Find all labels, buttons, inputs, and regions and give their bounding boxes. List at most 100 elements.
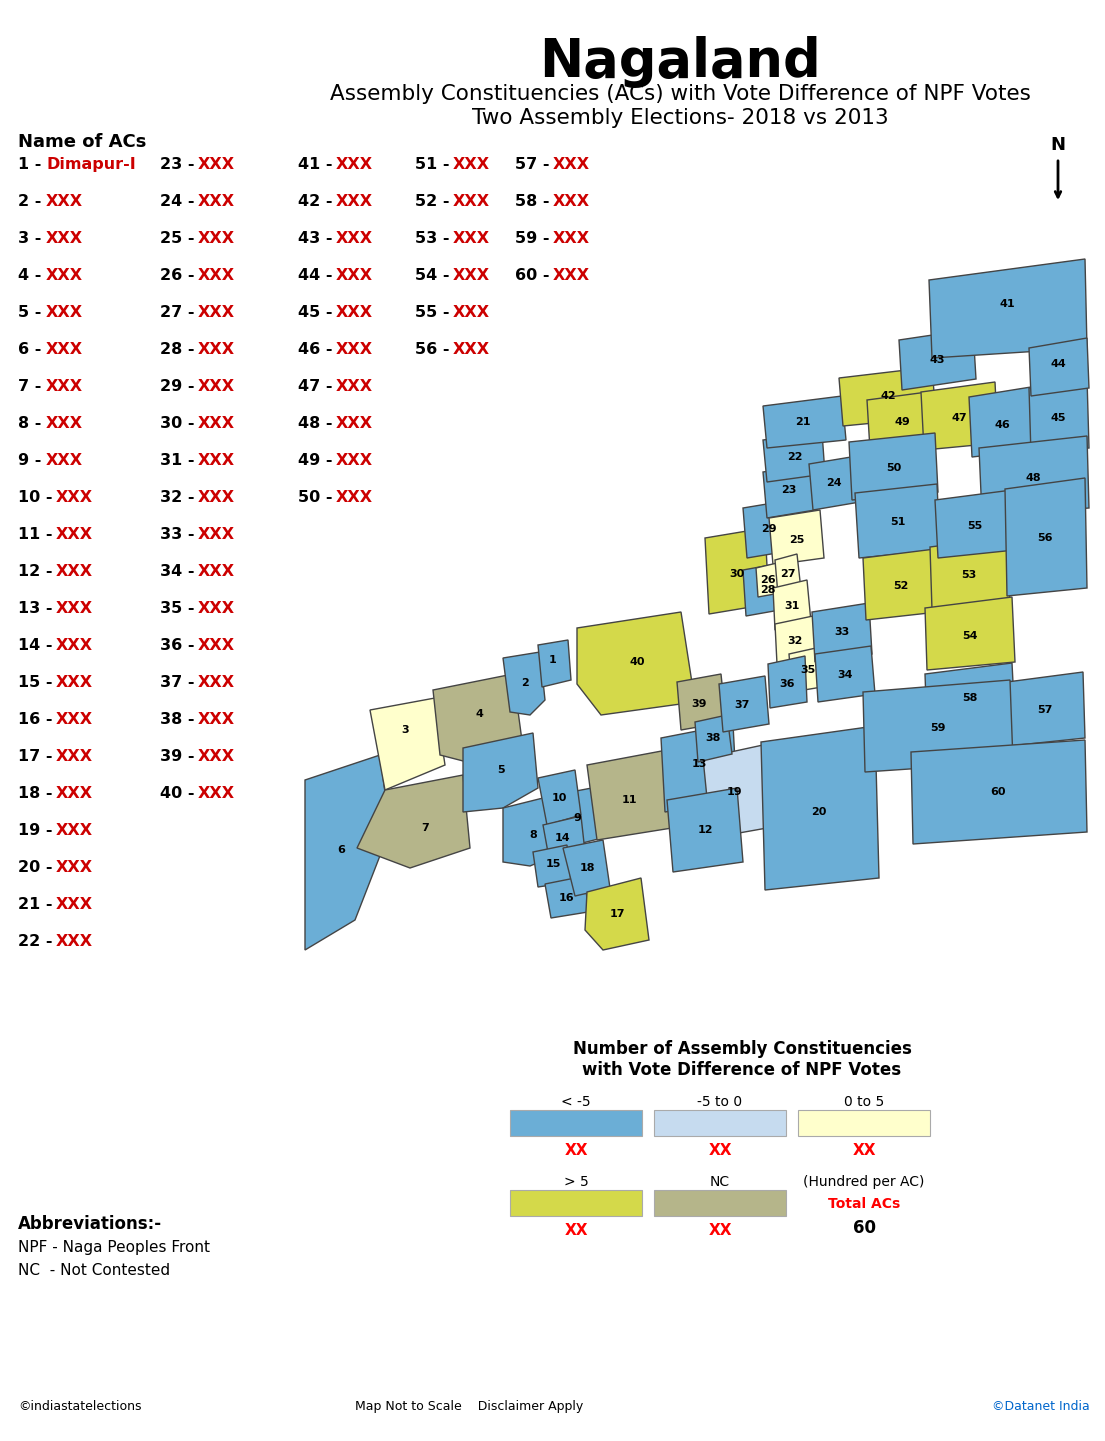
Text: 22: 22 — [787, 452, 802, 463]
Polygon shape — [839, 367, 936, 427]
Text: 6 -: 6 - — [18, 342, 48, 357]
Text: 36 -: 36 - — [160, 638, 200, 653]
Polygon shape — [911, 741, 1087, 844]
Polygon shape — [503, 651, 545, 715]
Polygon shape — [935, 490, 1015, 558]
Text: XXX: XXX — [46, 231, 83, 246]
Polygon shape — [812, 602, 872, 661]
Polygon shape — [585, 878, 649, 950]
Polygon shape — [775, 553, 801, 595]
Text: 24: 24 — [827, 478, 842, 488]
Text: 32 -: 32 - — [160, 490, 200, 504]
Text: 41: 41 — [999, 298, 1014, 308]
Text: 30 -: 30 - — [160, 416, 200, 431]
Text: XXX: XXX — [336, 195, 373, 209]
Text: 23: 23 — [781, 486, 797, 496]
Text: 42: 42 — [881, 391, 896, 401]
Text: NPF - Naga Peoples Front: NPF - Naga Peoples Front — [18, 1241, 210, 1255]
Text: 24 -: 24 - — [160, 195, 200, 209]
Polygon shape — [1029, 378, 1090, 455]
Bar — [798, 1110, 930, 1136]
Text: XXX: XXX — [198, 601, 235, 615]
Polygon shape — [762, 464, 815, 517]
Text: 0 to 5: 0 to 5 — [844, 1095, 884, 1110]
Text: 12: 12 — [697, 826, 713, 834]
Text: Dimapur-I: Dimapur-I — [46, 157, 136, 171]
Text: XXX: XXX — [46, 342, 83, 357]
Text: 52 -: 52 - — [415, 195, 455, 209]
Text: XX: XX — [708, 1143, 732, 1159]
Bar — [511, 1110, 642, 1136]
Text: XXX: XXX — [56, 601, 93, 615]
Polygon shape — [809, 455, 860, 510]
Text: 51 -: 51 - — [415, 157, 455, 171]
Polygon shape — [762, 396, 846, 448]
Text: XXX: XXX — [198, 712, 235, 728]
Polygon shape — [925, 597, 1015, 670]
Text: XXX: XXX — [336, 305, 373, 320]
Text: 4: 4 — [475, 709, 483, 719]
Polygon shape — [357, 775, 470, 867]
Text: XXX: XXX — [56, 563, 93, 579]
Text: XXX: XXX — [56, 712, 93, 728]
Text: XXX: XXX — [552, 157, 590, 171]
Polygon shape — [769, 510, 824, 565]
Text: 33: 33 — [834, 627, 850, 637]
Text: 15: 15 — [545, 859, 560, 869]
Text: 38: 38 — [705, 733, 720, 744]
Text: 50 -: 50 - — [298, 490, 338, 504]
Polygon shape — [855, 484, 940, 558]
Text: 27 -: 27 - — [160, 305, 200, 320]
Text: 6: 6 — [337, 844, 345, 855]
Text: 22 -: 22 - — [18, 934, 59, 950]
Text: Name of ACs: Name of ACs — [18, 133, 146, 151]
Text: 25: 25 — [789, 535, 804, 545]
Text: 5 -: 5 - — [18, 305, 48, 320]
Text: 34 -: 34 - — [160, 563, 200, 579]
Text: 9: 9 — [573, 813, 581, 823]
Text: XXX: XXX — [198, 379, 235, 393]
Polygon shape — [775, 615, 817, 664]
Text: 50: 50 — [886, 463, 902, 473]
Text: XXX: XXX — [453, 305, 491, 320]
Polygon shape — [969, 388, 1034, 457]
Text: 31 -: 31 - — [160, 452, 200, 468]
Polygon shape — [1029, 339, 1090, 396]
Text: 2: 2 — [522, 679, 529, 687]
Text: 18 -: 18 - — [18, 785, 59, 801]
Bar — [654, 1190, 786, 1216]
Text: XXX: XXX — [198, 305, 235, 320]
Text: XX: XX — [565, 1143, 588, 1159]
Polygon shape — [555, 787, 602, 847]
Polygon shape — [756, 563, 780, 597]
Text: XXX: XXX — [453, 342, 491, 357]
Text: XXX: XXX — [46, 195, 83, 209]
Polygon shape — [929, 259, 1087, 357]
Text: 49: 49 — [894, 416, 909, 427]
Text: > 5: > 5 — [564, 1174, 588, 1189]
Text: XXX: XXX — [56, 638, 93, 653]
Text: ©Datanet India: ©Datanet India — [992, 1401, 1090, 1414]
Text: 59 -: 59 - — [515, 231, 555, 246]
Text: 44 -: 44 - — [298, 268, 338, 282]
Text: 32: 32 — [787, 635, 802, 646]
Text: XXX: XXX — [56, 934, 93, 950]
Text: 47 -: 47 - — [298, 379, 338, 393]
Text: Two Assembly Elections- 2018 vs 2013: Two Assembly Elections- 2018 vs 2013 — [472, 108, 888, 128]
Text: 43 -: 43 - — [298, 231, 338, 246]
Polygon shape — [849, 432, 938, 500]
Text: XXX: XXX — [198, 527, 235, 542]
Text: 37 -: 37 - — [160, 674, 200, 690]
Text: XXX: XXX — [336, 416, 373, 431]
Text: XXX: XXX — [198, 785, 235, 801]
Polygon shape — [815, 646, 875, 702]
Polygon shape — [703, 745, 767, 839]
Polygon shape — [677, 674, 726, 731]
Text: 12 -: 12 - — [18, 563, 59, 579]
Text: 7: 7 — [421, 823, 429, 833]
Polygon shape — [768, 656, 807, 708]
Text: 44: 44 — [1050, 359, 1066, 369]
Text: 3: 3 — [401, 725, 409, 735]
Text: XXX: XXX — [336, 268, 373, 282]
Text: 13 -: 13 - — [18, 601, 59, 615]
